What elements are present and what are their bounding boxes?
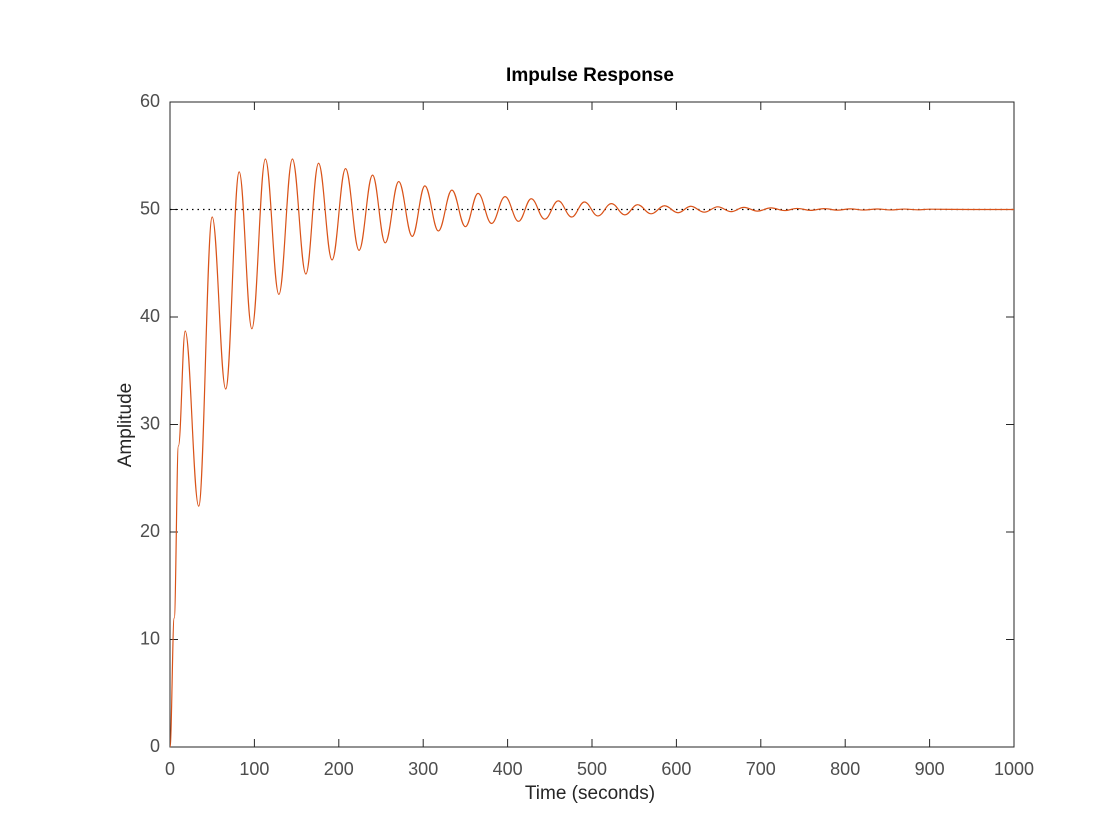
x-tick-label: 1000 [994,759,1034,779]
x-tick-label: 100 [239,759,269,779]
x-tick-label: 200 [324,759,354,779]
y-tick-label: 30 [140,413,160,433]
y-tick-label: 10 [140,628,160,648]
x-tick-label: 600 [661,759,691,779]
x-tick-label: 500 [577,759,607,779]
y-tick-label: 60 [140,91,160,111]
x-tick-label: 400 [493,759,523,779]
y-tick-label: 50 [140,198,160,218]
x-tick-label: 900 [915,759,945,779]
y-tick-label: 40 [140,306,160,326]
plot-area [169,101,1015,748]
chart-title: Impulse Response [506,65,674,86]
y-tick-label: 20 [140,521,160,541]
y-axis-label: Amplitude [115,383,136,468]
x-tick-label: 300 [408,759,438,779]
x-tick-label: 0 [165,759,175,779]
x-tick-label: 700 [746,759,776,779]
x-tick-label: 800 [830,759,860,779]
y-tick-label: 0 [150,736,160,756]
x-axis-label: Time (seconds) [525,783,655,804]
response-line [169,158,1014,748]
